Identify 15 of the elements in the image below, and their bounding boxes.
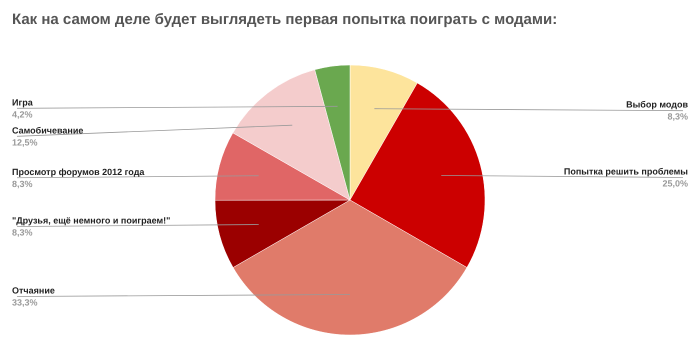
data-label: 8,3% xyxy=(667,112,688,122)
slice-label: Просмотр форумов 2012 года xyxy=(12,166,146,177)
data-label: 4,2% xyxy=(12,109,33,120)
data-label: 33,3% xyxy=(12,298,38,308)
chart-title: Как на самом деле будет выглядеть первая попытка поиграть с модами: xyxy=(12,11,558,28)
data-label: 8,3% xyxy=(12,228,33,238)
slice-label: Попытка решить проблемы xyxy=(564,166,688,176)
slice-label: "Друзья, ещё немного и поиграем!" xyxy=(12,216,170,226)
slice-label: Отчаяние xyxy=(12,286,55,296)
slice-label: Игра xyxy=(12,97,34,108)
data-label: 12,5% xyxy=(12,137,38,148)
slice-label: Самобичевание xyxy=(12,125,84,136)
data-label: 25,0% xyxy=(662,178,688,188)
data-label: 8,3% xyxy=(12,178,33,189)
slice-label: Выбор модов xyxy=(626,100,688,110)
